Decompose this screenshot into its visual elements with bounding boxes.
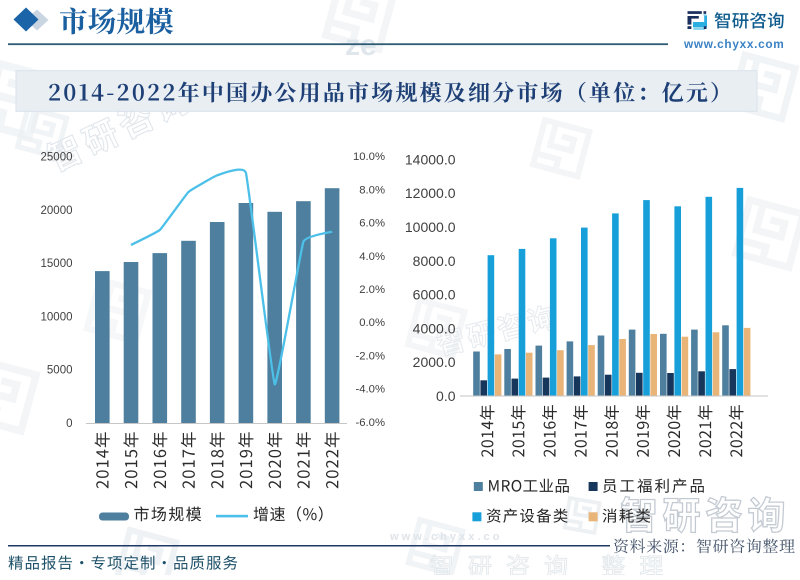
svg-text:5000: 5000	[47, 365, 73, 377]
svg-text:10000.0: 10000.0	[405, 219, 456, 235]
svg-text:6.0%: 6.0%	[359, 218, 385, 230]
svg-text:10000: 10000	[41, 311, 73, 323]
svg-text:ze: ze	[345, 29, 377, 62]
svg-text:0: 0	[66, 418, 72, 430]
svg-text:0.0%: 0.0%	[359, 317, 385, 329]
svg-text:8000.0: 8000.0	[413, 253, 456, 269]
svg-text:4.0%: 4.0%	[359, 251, 385, 263]
svg-text:6000.0: 6000.0	[413, 287, 456, 303]
svg-text:0.0: 0.0	[436, 388, 456, 404]
svg-text:14000.0: 14000.0	[405, 151, 456, 167]
svg-text:2000.0: 2000.0	[413, 354, 456, 370]
svg-text:10.0%: 10.0%	[353, 151, 385, 163]
svg-text:4000.0: 4000.0	[413, 320, 456, 336]
svg-text:www.chyxx.com: www.chyxx.com	[683, 37, 784, 51]
svg-text:20000: 20000	[41, 205, 73, 217]
svg-text:15000: 15000	[41, 258, 73, 270]
svg-text:-4.0%: -4.0%	[355, 384, 385, 396]
svg-text:-6.0%: -6.0%	[355, 417, 385, 429]
svg-text:w w w . c h y x x . c o: w w w . c h y x x . c o	[389, 531, 500, 543]
svg-text:8.0%: 8.0%	[359, 184, 385, 196]
svg-text:2.0%: 2.0%	[359, 284, 385, 296]
svg-text:12000.0: 12000.0	[405, 185, 456, 201]
svg-text:25000: 25000	[41, 152, 73, 164]
svg-text:-2.0%: -2.0%	[355, 350, 385, 362]
